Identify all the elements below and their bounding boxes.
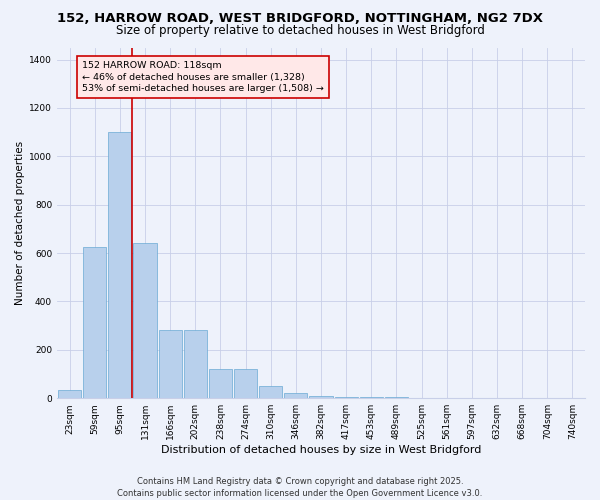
Text: Contains HM Land Registry data © Crown copyright and database right 2025.
Contai: Contains HM Land Registry data © Crown c… [118, 476, 482, 498]
Bar [234, 369, 257, 398]
Bar [259, 386, 282, 398]
Text: 152 HARROW ROAD: 118sqm
← 46% of detached houses are smaller (1,328)
53% of semi: 152 HARROW ROAD: 118sqm ← 46% of detache… [82, 61, 324, 94]
Bar [184, 330, 207, 398]
Y-axis label: Number of detached properties: Number of detached properties [15, 141, 25, 305]
Text: Size of property relative to detached houses in West Bridgford: Size of property relative to detached ho… [116, 24, 484, 37]
Bar [58, 390, 81, 398]
Bar [158, 330, 182, 398]
Bar [310, 396, 332, 398]
Bar [83, 247, 106, 398]
Bar [284, 394, 307, 398]
Bar [360, 397, 383, 398]
Bar [109, 132, 131, 398]
Text: 152, HARROW ROAD, WEST BRIDGFORD, NOTTINGHAM, NG2 7DX: 152, HARROW ROAD, WEST BRIDGFORD, NOTTIN… [57, 12, 543, 26]
Bar [209, 369, 232, 398]
Bar [335, 397, 358, 398]
Bar [133, 244, 157, 398]
X-axis label: Distribution of detached houses by size in West Bridgford: Distribution of detached houses by size … [161, 445, 481, 455]
